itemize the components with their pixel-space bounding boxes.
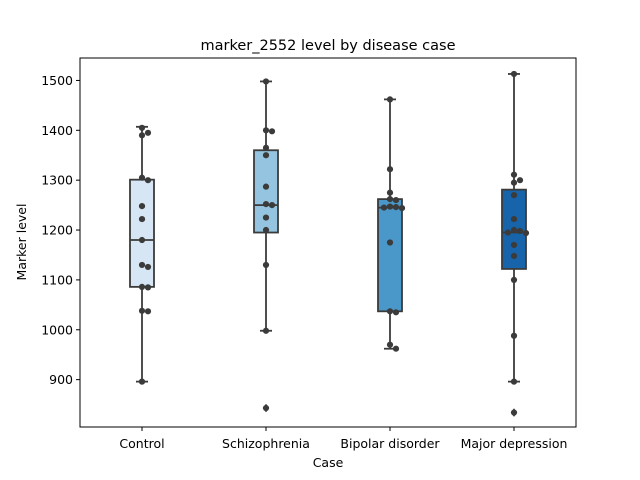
data-point-bipolar-disorder-13 [392, 345, 400, 352]
data-point-bipolar-disorder-1 [386, 166, 394, 173]
data-point-control-2 [138, 132, 146, 139]
data-point-schizophrenia-7 [268, 202, 276, 209]
data-point-control-1 [144, 129, 152, 136]
x-axis-label: Case [313, 455, 344, 470]
data-point-major-depression-10 [510, 241, 518, 249]
data-point-schizophrenia-2 [268, 128, 276, 135]
box-bipolar-disorder [377, 198, 403, 313]
data-point-schizophrenia-1 [262, 127, 270, 134]
data-point-schizophrenia-6 [262, 201, 270, 208]
data-point-control-11 [144, 284, 152, 291]
data-point-major-depression-11 [510, 252, 518, 260]
data-point-schizophrenia-4 [262, 152, 270, 159]
data-point-bipolar-disorder-0 [386, 96, 394, 103]
data-point-control-12 [138, 307, 146, 314]
y-axis-label: Marker level [14, 204, 29, 281]
data-point-control-10 [138, 283, 146, 290]
data-point-major-depression-8 [504, 229, 512, 236]
data-point-major-depression-0 [510, 70, 518, 78]
x-axis: Control Schizophrenia Bipolar disorder Majo… [119, 427, 567, 451]
data-point-control-14 [138, 378, 146, 385]
y-tick-label-1300: 1300 [41, 173, 73, 188]
data-point-control-6 [138, 215, 146, 223]
data-point-control-0 [138, 124, 146, 131]
data-point-bipolar-disorder-5 [386, 203, 394, 210]
data-point-major-depression-3 [510, 179, 518, 186]
data-point-bipolar-disorder-11 [392, 309, 400, 316]
x-tick-label-schizophrenia: Schizophrenia [222, 436, 310, 451]
chart-title: marker_2552 level by disease case [201, 38, 456, 54]
data-point-control-13 [144, 308, 152, 315]
data-point-bipolar-disorder-6 [392, 203, 400, 211]
data-point-major-depression-14 [510, 378, 518, 385]
data-point-bipolar-disorder-12 [386, 341, 394, 348]
y-tick-label-1000: 1000 [41, 322, 73, 337]
x-tick-label-bipolar-disorder: Bipolar disorder [340, 436, 440, 451]
data-point-bipolar-disorder-9 [386, 239, 394, 246]
y-tick-label-1200: 1200 [41, 223, 73, 238]
data-point-bipolar-disorder-4 [392, 197, 400, 204]
data-point-major-depression-5 [510, 215, 518, 223]
data-point-control-5 [138, 202, 146, 210]
data-point-major-depression-13 [510, 332, 518, 339]
data-point-schizophrenia-8 [262, 214, 270, 221]
data-point-major-depression-7 [516, 227, 524, 235]
data-point-control-3 [138, 174, 146, 181]
data-point-major-depression-15 [510, 409, 518, 416]
data-point-major-depression-4 [510, 192, 518, 199]
data-point-major-depression-1 [510, 171, 518, 178]
y-tick-label-900: 900 [49, 372, 73, 387]
data-point-control-7 [138, 236, 146, 244]
data-point-bipolar-disorder-10 [386, 308, 394, 315]
y-tick-label-1500: 1500 [41, 73, 73, 88]
data-point-schizophrenia-3 [262, 144, 270, 151]
data-point-control-4 [144, 177, 152, 184]
data-point-major-depression-12 [510, 276, 518, 283]
data-point-major-depression-2 [516, 177, 524, 184]
data-point-schizophrenia-10 [262, 261, 270, 269]
data-point-schizophrenia-0 [262, 78, 270, 85]
data-point-bipolar-disorder-3 [386, 196, 394, 203]
data-point-control-8 [138, 261, 146, 269]
y-tick-label-1100: 1100 [41, 272, 73, 287]
plot-area [129, 70, 530, 417]
data-point-bipolar-disorder-8 [398, 204, 406, 212]
y-axis: 900 1000 1100 1200 1300 1400 1500 [41, 73, 80, 387]
plot-frame [79, 57, 577, 428]
y-tick-label-1400: 1400 [41, 123, 73, 138]
data-point-major-depression-6 [510, 226, 518, 234]
data-point-major-depression-9 [522, 229, 530, 237]
data-point-schizophrenia-11 [262, 327, 270, 334]
data-point-control-9 [144, 263, 152, 271]
data-point-schizophrenia-9 [262, 226, 270, 234]
x-tick-label-major-depression: Major depression [461, 436, 568, 451]
x-tick-label-control: Control [119, 436, 164, 451]
data-point-schizophrenia-5 [262, 183, 270, 190]
data-point-bipolar-disorder-7 [380, 204, 388, 211]
box-control [129, 178, 155, 288]
data-point-bipolar-disorder-2 [386, 189, 394, 196]
data-point-schizophrenia-12 [262, 404, 270, 412]
